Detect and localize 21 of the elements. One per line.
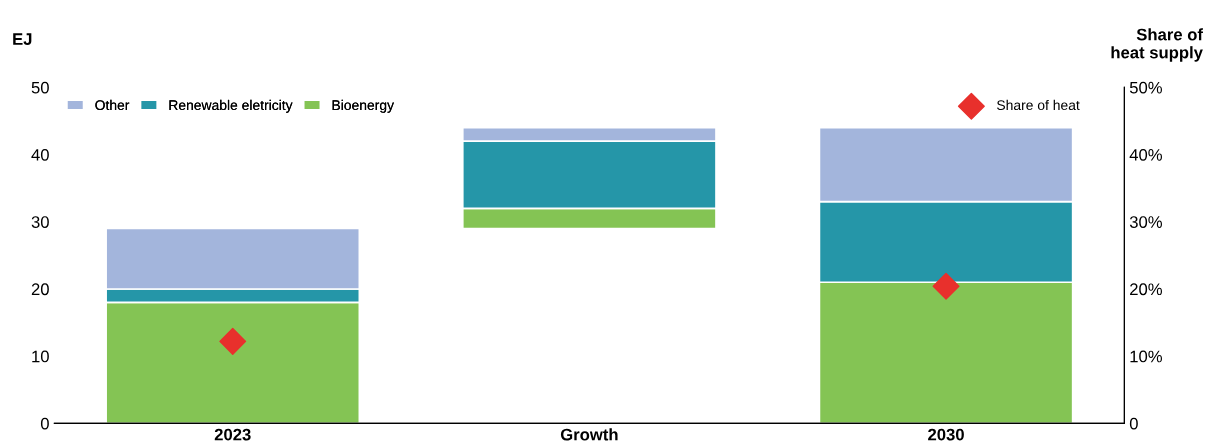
legend-label: Other [95, 99, 130, 111]
y2-tick-label: 10% [1130, 350, 1162, 363]
x-tick-label: Growth [560, 428, 618, 441]
y-tick-label: 50 [31, 81, 49, 94]
legend-label: Bioenergy [332, 99, 394, 113]
y2-tick-label: 0 [1129, 417, 1138, 430]
y2-tick-label: 20% [1130, 283, 1162, 296]
legend-label: Share of heat [997, 99, 1080, 111]
y-tick-label: 40 [31, 148, 49, 161]
y2-axis-title: Share of heat supply [1111, 28, 1203, 62]
legend-label: Renewable eletricity [169, 99, 293, 113]
x-tick-label: 2023 [214, 428, 251, 441]
y-tick-label: 20 [31, 283, 49, 296]
y2-tick-label: 40% [1129, 148, 1162, 161]
y2-tick-label: 50% [1129, 81, 1162, 94]
y-tick-label: 30 [31, 216, 49, 228]
y-tick-label: 10 [32, 350, 49, 363]
y-tick-label: 0 [40, 417, 49, 430]
y-axis-title: EJ [13, 33, 32, 45]
y2-tick-label: 30% [1129, 216, 1162, 228]
x-tick-label: 2030 [928, 428, 964, 441]
